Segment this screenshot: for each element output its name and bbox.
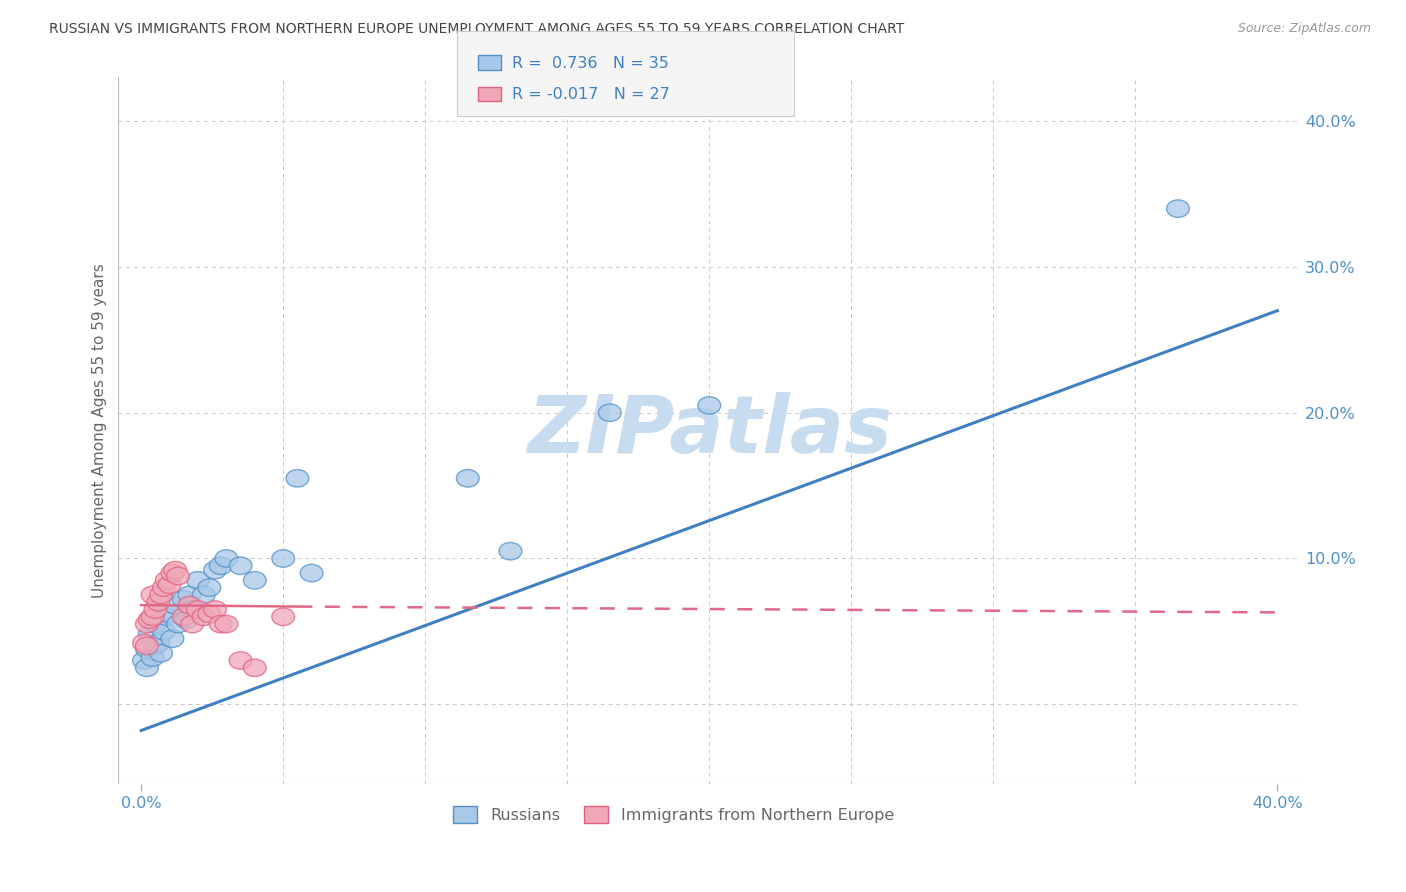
Text: R = -0.017   N = 27: R = -0.017 N = 27 [512,87,669,102]
Text: R =  0.736   N = 35: R = 0.736 N = 35 [512,56,669,71]
Text: RUSSIAN VS IMMIGRANTS FROM NORTHERN EUROPE UNEMPLOYMENT AMONG AGES 55 TO 59 YEAR: RUSSIAN VS IMMIGRANTS FROM NORTHERN EURO… [49,22,904,37]
Y-axis label: Unemployment Among Ages 55 to 59 years: Unemployment Among Ages 55 to 59 years [93,263,107,599]
Legend: Russians, Immigrants from Northern Europe: Russians, Immigrants from Northern Europ… [447,800,901,830]
Text: ZIPatlas: ZIPatlas [527,392,891,470]
Text: Source: ZipAtlas.com: Source: ZipAtlas.com [1237,22,1371,36]
